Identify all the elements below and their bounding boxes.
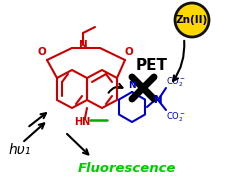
FancyArrowPatch shape (109, 84, 122, 93)
FancyArrowPatch shape (29, 113, 46, 126)
Text: N: N (128, 81, 136, 90)
Text: $\mathregular{CO_2^-}$: $\mathregular{CO_2^-}$ (166, 110, 186, 124)
Text: $\mathregular{CO_2^-}$: $\mathregular{CO_2^-}$ (166, 75, 186, 89)
Text: O: O (38, 47, 46, 57)
Text: hυ₁: hυ₁ (9, 143, 31, 157)
Text: HN: HN (74, 117, 90, 127)
FancyArrowPatch shape (67, 134, 88, 155)
Text: O: O (125, 47, 133, 57)
Text: Zn(II): Zn(II) (176, 15, 208, 25)
FancyArrowPatch shape (173, 41, 184, 81)
Circle shape (175, 3, 209, 37)
Text: Fluorescence: Fluorescence (78, 161, 176, 175)
Text: N: N (79, 40, 87, 50)
FancyArrowPatch shape (24, 123, 44, 141)
Text: PET: PET (136, 58, 168, 73)
Text: N: N (154, 95, 162, 105)
